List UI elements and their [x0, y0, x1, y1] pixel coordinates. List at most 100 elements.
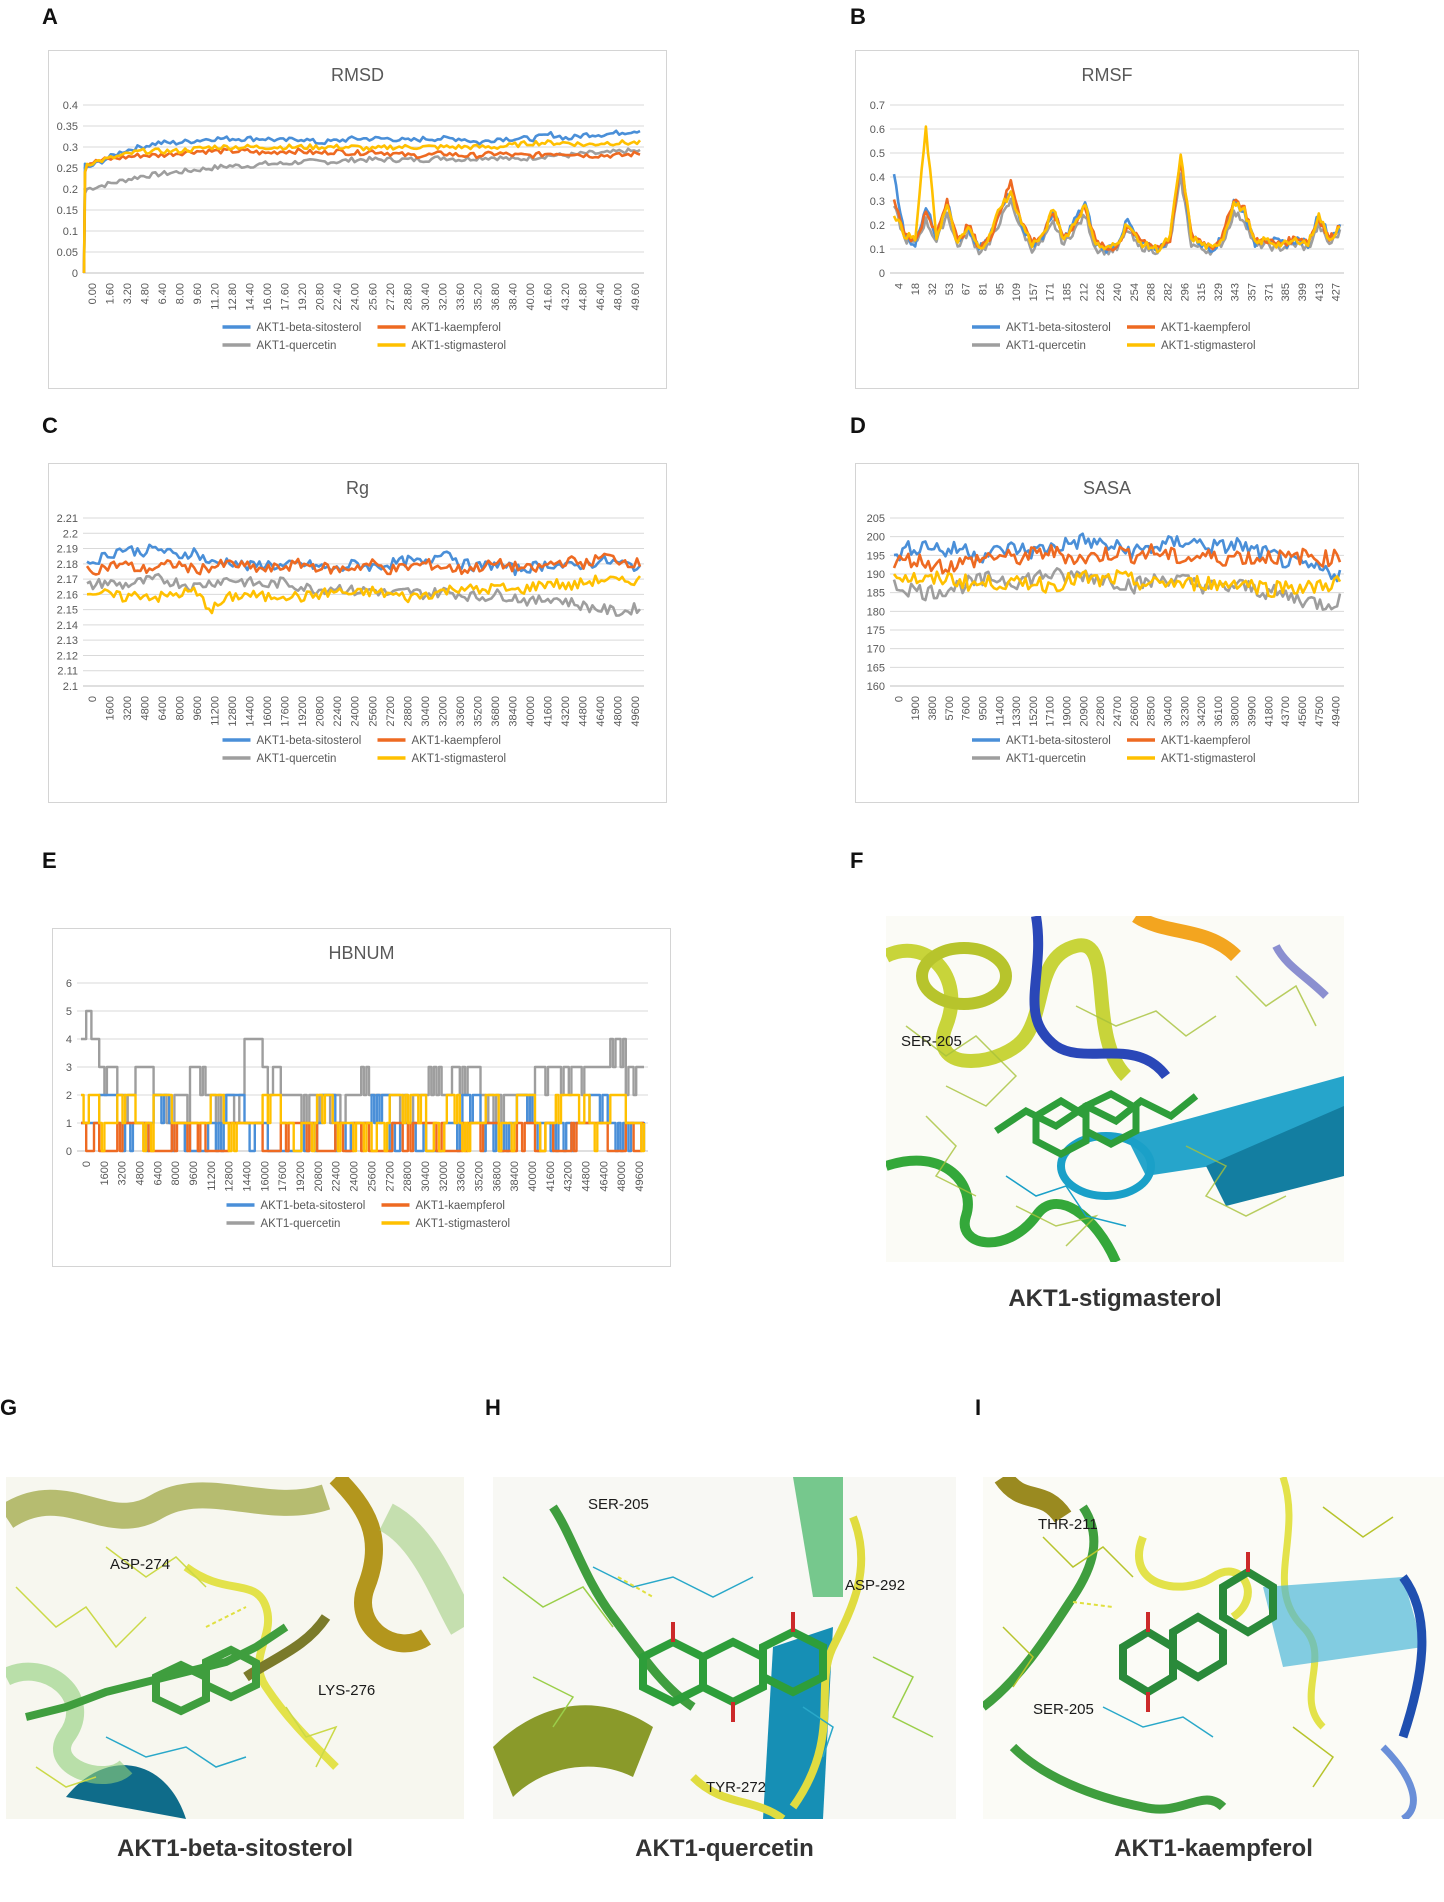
y-tick-label: 6 — [66, 978, 72, 990]
x-tick-label: 9.60 — [192, 283, 204, 304]
x-tick-label: 16000 — [262, 696, 274, 727]
y-tick-label: 2.21 — [57, 513, 78, 525]
x-tick-label: 35.20 — [472, 283, 484, 311]
panel-label-d: D — [850, 413, 866, 438]
structure-h-drawing: SER-205 ASP-292 TYR-272 — [493, 1477, 934, 1819]
x-tick-label: 39900 — [1247, 696, 1259, 727]
legend-label: AKT1-beta-sitosterol — [1006, 735, 1111, 747]
x-tick-label: 41800 — [1263, 696, 1275, 727]
x-tick-label: 49.60 — [630, 283, 642, 311]
x-tick-label: 3.20 — [122, 283, 134, 304]
x-tick-label: 40.00 — [525, 283, 537, 311]
legend-label: AKT1-kaempferol — [1161, 322, 1250, 334]
x-tick-label: 20800 — [313, 1161, 325, 1192]
x-tick-label: 329 — [1213, 283, 1225, 301]
legend-label: AKT1-kaempferol — [412, 735, 501, 747]
x-tick-label: 15200 — [1028, 696, 1040, 727]
x-tick-label: 7600 — [961, 696, 973, 720]
legend-label: AKT1-stigmasterol — [412, 753, 507, 765]
legend-label: AKT1-beta-sitosterol — [257, 735, 362, 747]
x-tick-label: 26600 — [1129, 696, 1141, 727]
hbnum-chart: HBNUM 0 1 2 3 4 5 6 0 1600 3200 4800 6400 8000 9600 112… — [52, 928, 671, 1267]
x-tick-label: 19200 — [297, 696, 309, 727]
x-tick-label: 40000 — [525, 696, 537, 727]
y-tick-label: 2.14 — [57, 620, 78, 632]
y-tick-label: 190 — [867, 569, 885, 581]
x-tick-label: 33.60 — [455, 283, 467, 311]
y-tick-label: 2.18 — [57, 559, 78, 571]
y-tick-label: 0.05 — [57, 247, 78, 259]
x-tick-label: 25600 — [367, 696, 379, 727]
x-tick-label: 48000 — [616, 1161, 628, 1192]
y-tick-label: 2.17 — [57, 574, 78, 586]
legend-label: AKT1-quercetin — [257, 753, 337, 765]
series-line-stigmasterol — [892, 125, 1341, 254]
structure-i-drawing: THR-211 SER-205 — [983, 1477, 1427, 1819]
y-tick-label: 170 — [867, 644, 885, 656]
rg-chart: Rg 2.1 2.11 2.12 2.13 2.14 2.15 2.16 2.17 2.18 2.1… — [48, 463, 667, 803]
x-tick-label: 6400 — [152, 1161, 164, 1185]
x-tick-label: 28500 — [1146, 696, 1158, 727]
x-tick-label: 27200 — [384, 1161, 396, 1192]
x-tick-label: 43.20 — [560, 283, 572, 311]
x-tick-label: 22400 — [331, 1161, 343, 1192]
y-tick-label: 0.1 — [63, 226, 78, 238]
x-tick-label: 35200 — [473, 1161, 485, 1192]
y-tick-label: 0.35 — [57, 121, 78, 133]
rmsd-chart: RMSD 0 0.05 0.1 0.15 0.2 0.25 0.3 0.35 0.4 0.00 1.6… — [48, 50, 667, 389]
x-tick-label: 226 — [1095, 283, 1107, 301]
series-line-beta-sitosterol — [82, 129, 641, 274]
structure-g-residue-label-2: LYS-276 — [318, 1682, 375, 1699]
x-tick-label: 109 — [1011, 283, 1023, 301]
x-tick-label: 24700 — [1112, 696, 1124, 727]
chart-title: RMSF — [1082, 65, 1133, 85]
legend-label: AKT1-quercetin — [1006, 340, 1086, 352]
x-tick-label: 268 — [1146, 283, 1158, 301]
x-tick-label: 1.60 — [104, 283, 116, 304]
x-tick-label: 41600 — [543, 696, 555, 727]
legend-label: AKT1-beta-sitosterol — [257, 322, 362, 334]
y-tick-label: 1 — [66, 1118, 72, 1130]
series-line-stigmasterol — [892, 569, 1342, 598]
x-tick-label: 32.00 — [437, 283, 449, 311]
x-tick-label: 30400 — [1162, 696, 1174, 727]
x-tick-label: 41600 — [545, 1161, 557, 1192]
x-tick-label: 20.80 — [315, 283, 327, 311]
x-tick-label: 30.40 — [420, 283, 432, 311]
x-tick-label: 19200 — [295, 1161, 307, 1192]
x-tick-label: 45600 — [1297, 696, 1309, 727]
series-line-kaempferol — [82, 147, 641, 274]
x-tick-label: 48000 — [613, 696, 625, 727]
x-tick-label: 12800 — [227, 696, 239, 727]
structure-h-residue-label-3: TYR-272 — [706, 1779, 766, 1796]
x-tick-label: 36.80 — [490, 283, 502, 311]
y-tick-label: 2.2 — [63, 528, 78, 540]
x-tick-label: 30400 — [420, 1161, 432, 1192]
y-tick-label: 2.16 — [57, 589, 78, 601]
x-tick-label: 13300 — [1011, 696, 1023, 727]
series-line-kaempferol — [85, 552, 642, 576]
x-tick-label: 0 — [87, 696, 99, 702]
x-tick-label: 19.20 — [297, 283, 309, 311]
structure-f-residue-label: SER-205 — [901, 1033, 962, 1050]
x-tick-label: 38000 — [1230, 696, 1242, 727]
x-tick-label: 43200 — [563, 1161, 575, 1192]
y-tick-label: 0.4 — [63, 100, 78, 112]
y-tick-label: 0.6 — [870, 124, 885, 136]
x-tick-label: 22800 — [1095, 696, 1107, 727]
x-tick-label: 17100 — [1045, 696, 1057, 727]
x-tick-label: 33600 — [455, 696, 467, 727]
x-tick-label: 157 — [1028, 283, 1040, 301]
sasa-plot: SASA 160 165 170 175 180 185 190 195 200 205 0 1900 3… — [867, 478, 1344, 765]
y-tick-label: 0.4 — [870, 172, 885, 184]
structure-h-residue-label-2: ASP-292 — [845, 1577, 905, 1594]
structure-g-drawing: ASP-274 LYS-276 — [6, 1477, 464, 1819]
x-tick-label: 43200 — [560, 696, 572, 727]
x-tick-label: 12800 — [224, 1161, 236, 1192]
y-tick-label: 5 — [66, 1006, 72, 1018]
legend-label: AKT1-quercetin — [261, 1218, 341, 1230]
x-tick-label: 0.00 — [87, 283, 99, 304]
x-tick-label: 5700 — [944, 696, 956, 720]
structure-i-caption: AKT1-kaempferol — [1114, 1835, 1313, 1862]
x-tick-label: 46400 — [595, 696, 607, 727]
